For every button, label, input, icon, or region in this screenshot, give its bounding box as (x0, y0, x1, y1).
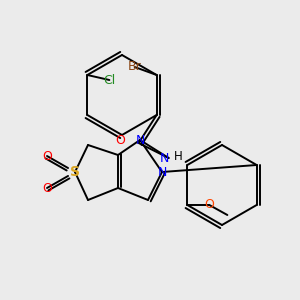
Text: H: H (174, 149, 183, 163)
Text: O: O (42, 149, 52, 163)
Text: S: S (70, 165, 80, 179)
Text: N: N (160, 152, 169, 164)
Text: Br: Br (128, 61, 142, 74)
Text: N: N (157, 166, 167, 178)
Text: O: O (204, 199, 214, 212)
Text: N: N (135, 134, 145, 146)
Text: O: O (116, 134, 126, 146)
Text: Cl: Cl (103, 74, 116, 86)
Text: O: O (42, 182, 52, 194)
